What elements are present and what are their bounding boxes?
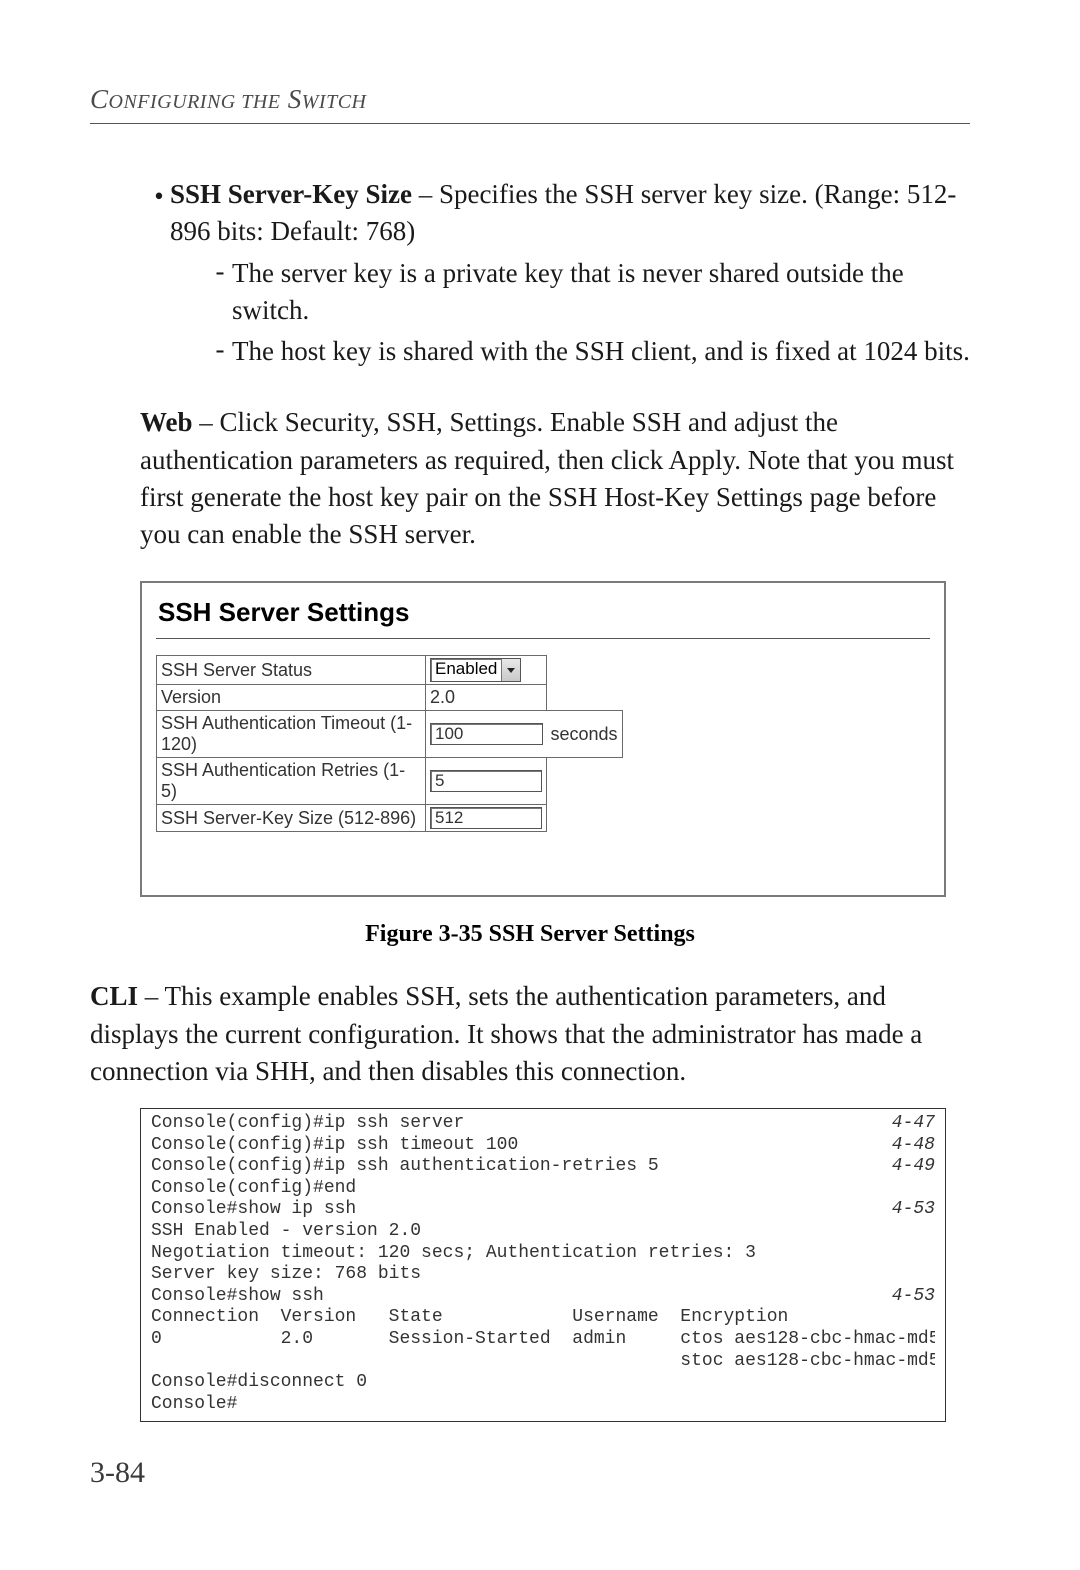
- cli-line: Console#disconnect 0: [151, 1372, 935, 1394]
- running-head: CONFIGURING THE SWITCH: [90, 84, 970, 115]
- cli-page-ref: 4-49: [884, 1156, 935, 1178]
- cli-text: Console(config)#ip ssh authentication-re…: [151, 1156, 884, 1178]
- cli-text: 0 2.0 Session-Started admin ctos aes128-…: [151, 1329, 935, 1351]
- divider: [90, 123, 970, 124]
- cli-page-ref: 4-53: [884, 1286, 935, 1308]
- figure-caption: Figure 3-35 SSH Server Settings: [90, 921, 970, 948]
- cli-text: Connection Version State Username Encryp…: [151, 1307, 935, 1329]
- cli-text: Console#show ip ssh: [151, 1199, 884, 1221]
- panel-divider: [156, 638, 930, 639]
- dash-icon: -: [208, 333, 232, 365]
- row-timeout: SSH Authentication Timeout (1-120) 100 s…: [157, 711, 623, 758]
- cli-lead: CLI: [90, 981, 138, 1011]
- status-select[interactable]: Enabled: [430, 658, 521, 682]
- cli-text: SSH Enabled - version 2.0: [151, 1221, 935, 1243]
- cli-line: Console(config)#ip ssh authentication-re…: [151, 1156, 935, 1178]
- sub-bullet-1: The server key is a private key that is …: [232, 255, 970, 330]
- cli-text: stoc aes128-cbc-hmac-md5: [151, 1351, 935, 1373]
- cli-line: stoc aes128-cbc-hmac-md5: [151, 1351, 935, 1373]
- cli-text: Console#disconnect 0: [151, 1372, 935, 1394]
- dash-icon: -: [208, 255, 232, 287]
- cli-text: Negotiation timeout: 120 secs; Authentic…: [151, 1243, 935, 1265]
- cli-line: 0 2.0 Session-Started admin ctos aes128-…: [151, 1329, 935, 1351]
- keysize-input[interactable]: 512: [430, 807, 542, 829]
- row-version: Version 2.0: [157, 685, 623, 711]
- run-head-text: CONFIGURING THE SWITCH: [90, 84, 367, 114]
- label-retries: SSH Authentication Retries (1-5): [157, 758, 426, 805]
- label-version: Version: [157, 685, 426, 711]
- cli-text: Console(config)#end: [151, 1178, 935, 1200]
- cli-paragraph: CLI – This example enables SSH, sets the…: [90, 978, 970, 1090]
- cli-rest: – This example enables SSH, sets the aut…: [90, 981, 922, 1086]
- retries-input[interactable]: 5: [430, 770, 542, 792]
- cli-line: Console#show ssh4-53: [151, 1286, 935, 1308]
- cli-text: Console#show ssh: [151, 1286, 884, 1308]
- timeout-unit: seconds: [547, 711, 623, 758]
- cli-text: Console#: [151, 1394, 935, 1416]
- cli-line: Console#show ip ssh4-53: [151, 1199, 935, 1221]
- label-timeout: SSH Authentication Timeout (1-120): [157, 711, 426, 758]
- status-value: Enabled: [431, 659, 501, 681]
- cli-line: Connection Version State Username Encryp…: [151, 1307, 935, 1329]
- ssh-settings-panel: SSH Server Settings SSH Server Status En…: [140, 581, 946, 897]
- bullet-dot-icon: •: [148, 176, 170, 212]
- timeout-input[interactable]: 100: [430, 723, 543, 745]
- bullet-lead: SSH Server-Key Size: [170, 179, 412, 209]
- web-paragraph: Web – Click Security, SSH, Settings. Ena…: [140, 404, 970, 553]
- version-value: 2.0: [426, 685, 547, 711]
- panel-title: SSH Server Settings: [158, 597, 930, 628]
- label-status: SSH Server Status: [157, 656, 426, 685]
- cli-line: Console(config)#ip ssh timeout 1004-48: [151, 1135, 935, 1157]
- settings-table: SSH Server Status Enabled Version 2.0 SS…: [156, 655, 623, 832]
- cli-line: Server key size: 768 bits: [151, 1264, 935, 1286]
- cli-line: Negotiation timeout: 120 secs; Authentic…: [151, 1243, 935, 1265]
- row-keysize: SSH Server-Key Size (512-896) 512: [157, 805, 623, 832]
- cli-text: Console(config)#ip ssh timeout 100: [151, 1135, 884, 1157]
- cli-page-ref: 4-53: [884, 1199, 935, 1221]
- cli-text: Server key size: 768 bits: [151, 1264, 935, 1286]
- cli-line: Console#: [151, 1394, 935, 1416]
- web-rest: – Click Security, SSH, Settings. Enable …: [140, 407, 954, 549]
- row-status: SSH Server Status Enabled: [157, 656, 623, 685]
- bullet-item: • SSH Server-Key Size – Specifies the SS…: [148, 176, 970, 374]
- cli-line: Console(config)#end: [151, 1178, 935, 1200]
- cli-output: Console(config)#ip ssh server4-47Console…: [140, 1108, 946, 1422]
- cli-text: Console(config)#ip ssh server: [151, 1113, 884, 1135]
- row-retries: SSH Authentication Retries (1-5) 5: [157, 758, 623, 805]
- page: CONFIGURING THE SWITCH • SSH Server-Key …: [0, 0, 1080, 1570]
- body: • SSH Server-Key Size – Specifies the SS…: [140, 176, 970, 553]
- label-keysize: SSH Server-Key Size (512-896): [157, 805, 426, 832]
- sub-bullet-2: The host key is shared with the SSH clie…: [232, 333, 970, 370]
- page-number: 3-84: [90, 1456, 145, 1490]
- chevron-down-icon[interactable]: [501, 659, 520, 681]
- web-lead: Web: [140, 407, 193, 437]
- cli-page-ref: 4-47: [884, 1113, 935, 1135]
- cli-page-ref: 4-48: [884, 1135, 935, 1157]
- cli-line: SSH Enabled - version 2.0: [151, 1221, 935, 1243]
- cli-line: Console(config)#ip ssh server4-47: [151, 1113, 935, 1135]
